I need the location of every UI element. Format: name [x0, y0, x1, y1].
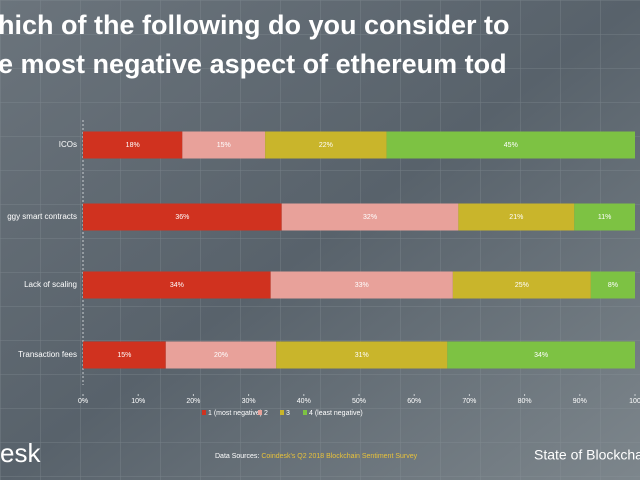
x-tick-label: 80% [518, 398, 532, 405]
bar-segment [458, 203, 575, 231]
bar-segment [281, 203, 459, 231]
x-tick-label: 70% [462, 398, 476, 405]
x-tick-label: 10% [131, 398, 145, 405]
legend-label: 4 (least negative) [309, 410, 363, 417]
bar-segment [270, 271, 453, 299]
data-label: 36% [175, 214, 189, 221]
y-tick-label: Transaction fees [18, 350, 77, 359]
source: Data Sources: Coindesk's Q2 2018 Blockch… [215, 453, 418, 460]
legend-label: 3 [286, 410, 290, 417]
bar-segment [182, 131, 266, 159]
legend-swatch [202, 410, 206, 415]
logo: esk [0, 438, 41, 468]
bar-segment [83, 341, 166, 369]
data-label: 15% [117, 352, 131, 359]
data-label: 20% [214, 352, 228, 359]
legend-label: 1 (most negative) [208, 410, 262, 417]
bar-segment [386, 131, 635, 159]
data-label: 45% [504, 142, 518, 149]
legend-swatch [258, 410, 262, 415]
bar-segment [447, 341, 635, 369]
data-label: 32% [363, 214, 377, 221]
data-label: 34% [170, 282, 184, 289]
bar-segment [165, 341, 277, 369]
x-tick-label: 40% [297, 398, 311, 405]
data-label: 33% [355, 282, 369, 289]
data-label: 34% [534, 352, 548, 359]
x-tick-label: 0% [78, 398, 88, 405]
x-tick-label: 60% [407, 398, 421, 405]
bar-segment [452, 271, 591, 299]
data-label: 21% [509, 214, 523, 221]
y-tick-label: ICOs [59, 140, 77, 149]
bar-segment [83, 131, 183, 159]
bar-segment [590, 271, 635, 299]
data-label: 8% [608, 282, 618, 289]
legend-label: 2 [264, 410, 268, 417]
x-tick-label: 100 [629, 398, 640, 405]
x-tick-label: 20% [186, 398, 200, 405]
legend-swatch [280, 410, 284, 415]
source-prefix: Data Sources: [215, 453, 259, 460]
x-tick-label: 50% [352, 398, 366, 405]
data-label: 15% [217, 142, 231, 149]
bar-segment [83, 271, 271, 299]
bar-segment [276, 341, 448, 369]
data-label: 31% [355, 352, 369, 359]
footer-text: State of Blockcha [534, 447, 640, 463]
chart-title: hich of the following do you consider to [0, 10, 509, 40]
x-tick-label: 30% [242, 398, 256, 405]
x-tick-label: 90% [573, 398, 587, 405]
legend-swatch [303, 410, 307, 415]
bar-segment [265, 131, 387, 159]
data-label: 25% [515, 282, 529, 289]
data-label: 22% [319, 142, 333, 149]
y-tick-label: ggy smart contracts [7, 212, 77, 221]
bar-segment [83, 203, 282, 231]
source-link: Coindesk's Q2 2018 Blockchain Sentiment … [261, 453, 417, 460]
data-label: 18% [126, 142, 140, 149]
chart-title: e most negative aspect of ethereum tod [0, 49, 507, 79]
data-label: 11% [598, 214, 612, 221]
y-tick-label: Lack of scaling [24, 280, 77, 289]
bar-segment [574, 203, 635, 231]
